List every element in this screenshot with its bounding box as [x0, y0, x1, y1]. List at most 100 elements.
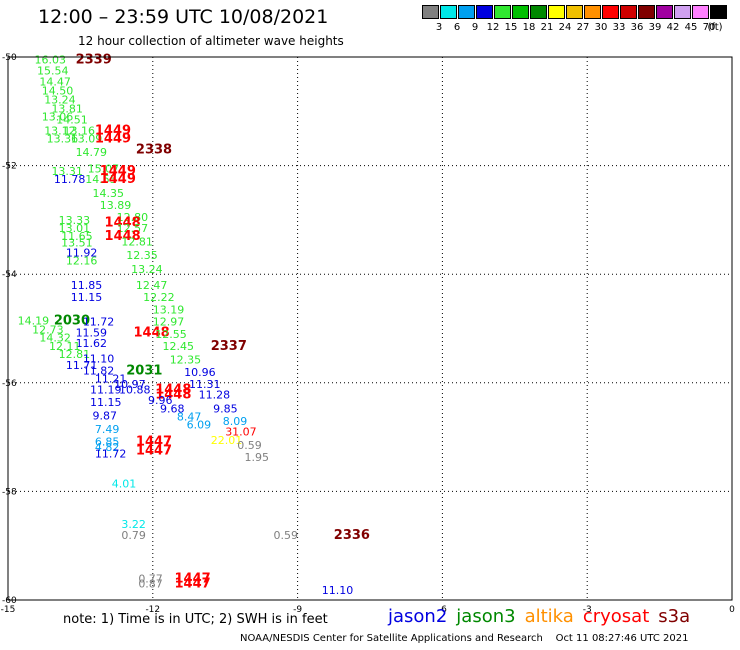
- data-point-label: 2338: [136, 142, 172, 157]
- y-tick-label: -60: [2, 596, 17, 606]
- color-swatch: [692, 5, 709, 19]
- data-point-label: 11.19: [90, 383, 122, 396]
- data-point-label: 13.36: [47, 132, 79, 145]
- color-swatch: [566, 5, 583, 19]
- data-point-label: 11.92: [66, 246, 98, 259]
- data-point-label: 0.59: [237, 439, 262, 452]
- data-point-label: 22.01: [211, 434, 243, 447]
- data-point-label: 1448: [105, 229, 141, 244]
- data-point-label: 1449: [100, 164, 136, 179]
- data-point-label: 14.55: [85, 173, 117, 186]
- data-point-label: 12.35: [170, 353, 202, 366]
- color-scale-label: 18: [522, 22, 536, 33]
- data-point-label: 11.71: [66, 359, 98, 372]
- data-point-label: 0.59: [273, 529, 298, 542]
- data-point-label: 3.22: [121, 518, 146, 531]
- color-swatch: [710, 5, 727, 19]
- color-scale-label: 70: [702, 22, 716, 33]
- data-point-label: 13.31: [51, 165, 83, 178]
- chart-title: 12:00 – 23:59 UTC 10/08/2021: [38, 6, 329, 28]
- y-tick-label: -58: [2, 487, 17, 497]
- data-point-label: 11.15: [90, 396, 122, 409]
- data-point-label: 12.35: [126, 249, 157, 262]
- data-point-label: 11.72: [95, 447, 127, 460]
- color-scale-label: 33: [612, 22, 626, 33]
- data-point-label: 14.19: [18, 314, 50, 327]
- data-point-label: 11.21: [95, 372, 127, 385]
- x-tick-label: -6: [438, 605, 447, 615]
- footnote: note: 1) Time is in UTC; 2) SWH is in fe…: [63, 612, 328, 627]
- color-swatch: [548, 5, 565, 19]
- data-point-label: 9.68: [160, 402, 185, 415]
- data-point-label: 11.31: [189, 378, 221, 391]
- color-scale-label: 21: [540, 22, 554, 33]
- data-point-label: 1.95: [245, 451, 269, 464]
- satellite-legend: jason2 jason3 altika cryosat s3a: [388, 606, 699, 627]
- chart-subtitle: 12 hour collection of altimeter wave hei…: [78, 34, 344, 48]
- data-point-label: 14.79: [76, 146, 108, 159]
- data-point-label: 2336: [334, 528, 370, 543]
- y-tick-label: -52: [2, 162, 17, 172]
- color-scale-label: 12: [486, 22, 500, 33]
- data-point-label: 15.54: [37, 65, 69, 78]
- data-point-label: 11.10: [83, 352, 115, 365]
- data-point-label: 13.12: [44, 124, 75, 137]
- data-point-label: 4.01: [112, 477, 137, 490]
- data-point-label: 12.81: [121, 236, 153, 249]
- data-point-label: 12.47: [136, 279, 168, 292]
- color-swatch: [458, 5, 475, 19]
- data-point-label: 1448: [105, 216, 141, 231]
- legend-item-cryosat: cryosat: [582, 606, 650, 627]
- data-point-label: 11.15: [71, 291, 103, 304]
- data-point-label: 12.57: [117, 222, 149, 235]
- data-point-label: 15.07: [88, 162, 120, 175]
- color-swatch: [674, 5, 691, 19]
- data-point-label: 14.50: [42, 85, 74, 98]
- data-point-label: 1449: [95, 123, 131, 138]
- color-swatch: [476, 5, 493, 19]
- color-scale-label: 24: [558, 22, 572, 33]
- data-point-label: 7.49: [95, 423, 120, 436]
- data-point-label: 11.10: [322, 584, 354, 597]
- data-point-label: 12.11: [49, 340, 81, 353]
- data-point-label: 31.07: [225, 426, 257, 439]
- data-point-label: 13.16: [64, 124, 96, 137]
- data-point-label: 4.82: [95, 441, 120, 454]
- data-point-label: 10.88: [119, 383, 151, 396]
- color-swatch: [638, 5, 655, 19]
- data-point-label: 1448: [155, 388, 191, 403]
- data-point-label: 13.51: [61, 237, 93, 250]
- data-point-label: 12.73: [32, 324, 64, 337]
- color-swatch: [602, 5, 619, 19]
- axis-ticks: -15 -12 -9 -6 -3 0 -50 -52 -54 -56 -58 -60: [1, 53, 735, 615]
- data-point-label: 9.85: [213, 402, 238, 415]
- data-point-label: 13.06: [42, 111, 74, 124]
- data-point-label: 2031: [126, 363, 162, 378]
- color-scale-label: 6: [453, 22, 461, 33]
- data-point-label: 6.85: [95, 435, 120, 448]
- data-point-label: 11.82: [83, 364, 115, 377]
- data-point-label: 13.01: [59, 222, 91, 235]
- color-scale-label: 27: [576, 22, 590, 33]
- data-points: 16.03 233915.5414.4714.5013.2413.8113.061…: [18, 53, 370, 598]
- data-point-label: 8.47: [177, 410, 202, 423]
- data-point-label: 14.35: [92, 187, 124, 200]
- data-point-label: 11.62: [76, 337, 108, 350]
- color-swatch: [620, 5, 637, 19]
- color-scale-label: 3: [435, 22, 443, 33]
- x-tick-label: 0: [729, 605, 735, 615]
- color-swatch: [656, 5, 673, 19]
- color-scale-label: 9: [471, 22, 479, 33]
- data-point-label: 11.72: [83, 315, 115, 328]
- data-point-label: 12.45: [162, 340, 194, 353]
- data-point-label: 0.79: [121, 529, 146, 542]
- data-point-label: 1447: [175, 571, 211, 586]
- data-point-label: 1447: [136, 444, 172, 459]
- color-swatch: [422, 5, 439, 19]
- data-point-label: 13.89: [100, 199, 132, 212]
- data-point-label: 13.19: [153, 303, 185, 316]
- data-point-label: 10.96: [184, 366, 216, 379]
- x-tick-label: -9: [293, 605, 302, 615]
- color-swatch: [512, 5, 529, 19]
- data-point-label: 12.97: [153, 315, 185, 328]
